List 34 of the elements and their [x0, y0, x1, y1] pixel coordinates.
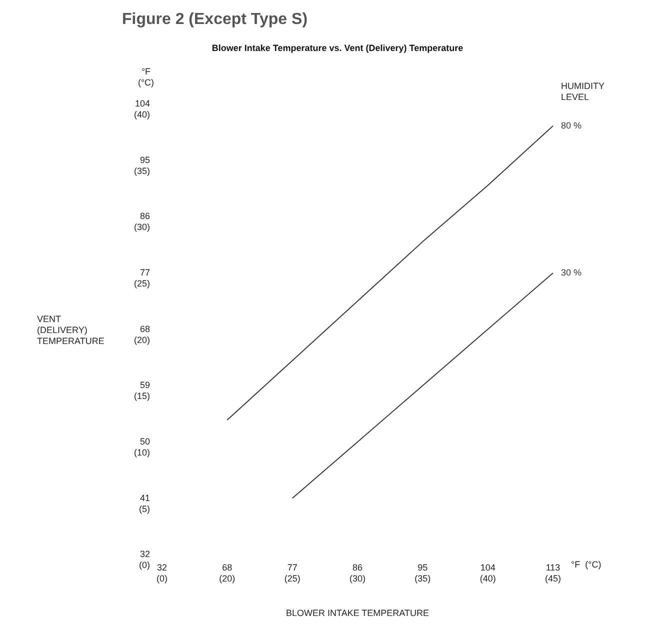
y2-tick-label: 50	[140, 436, 150, 446]
y-tick-label: (25)	[134, 278, 150, 288]
y2-tick-label: 41	[140, 492, 150, 503]
x-tick-label: 68 (20)	[219, 562, 236, 584]
y-tick-label: (0)	[139, 560, 150, 570]
y-tick-label: (5)	[139, 504, 150, 514]
annotation: °F (°C)	[571, 560, 602, 570]
y2-tick-label: 32	[140, 549, 150, 560]
y-tick-label: (30)	[134, 222, 150, 232]
x-tick-label: 77 (25)	[284, 562, 300, 584]
y2-tick-label: 86	[140, 211, 150, 222]
x-axis-title: BLOWER INTAKE TEMPERATURE	[286, 608, 430, 618]
y2-tick-label: 95	[140, 154, 150, 165]
x-tick-label: 104 (40)	[480, 562, 496, 584]
y-tick-label: (40)	[134, 109, 150, 120]
series-label: 80 %	[561, 120, 582, 130]
x-tick-label: 113 (45)	[544, 562, 562, 584]
x-tick-label: 86 (30)	[349, 562, 366, 584]
text: °F (°C)	[138, 66, 154, 88]
chart-subtitle: Blower Intake Temperature vs. Vent (Delivery) Temperature	[212, 43, 464, 54]
y-tick-label: (15)	[134, 391, 150, 402]
chart-title: Figure 2 (Except Type S)	[122, 11, 308, 28]
legend-title: HUMIDITY LEVEL	[561, 80, 604, 102]
y-axis-title: VENT (DELIVERY) TEMPERATURE	[37, 314, 104, 346]
x-tick-label: 32 (0)	[156, 562, 168, 584]
series-label: 30 %	[561, 267, 582, 278]
y-tick-label: (35)	[134, 166, 150, 176]
y2-tick-label: 68	[140, 324, 150, 334]
y2-tick-label: 77	[140, 267, 150, 278]
y2-tick-label: 104	[134, 98, 150, 108]
y-tick-label: (10)	[134, 447, 150, 458]
x-tick-label: 95 (35)	[414, 562, 431, 584]
y2-tick-label: 59	[140, 380, 150, 390]
y-tick-label: (20)	[134, 334, 150, 345]
